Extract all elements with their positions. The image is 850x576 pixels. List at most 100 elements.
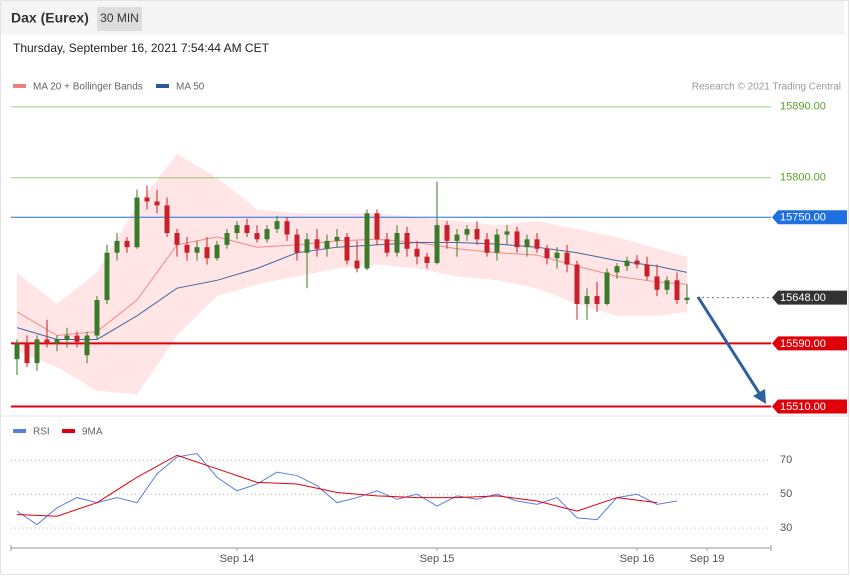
candle-body	[534, 239, 540, 249]
candle-body	[194, 247, 200, 253]
arrow-head	[753, 389, 766, 404]
candle-body	[554, 252, 560, 259]
candle-body	[364, 213, 370, 269]
candle-body	[584, 296, 590, 304]
candle-body	[104, 252, 110, 301]
candle-body	[94, 300, 100, 336]
candle-body	[674, 280, 680, 301]
level-tag	[772, 336, 847, 351]
candle-body	[354, 260, 360, 269]
candle-body	[34, 339, 40, 364]
level-label: 15510.00	[780, 401, 826, 413]
candle-body	[474, 229, 480, 240]
candle-body	[184, 244, 190, 253]
candle-body	[84, 335, 90, 356]
candle-body	[654, 276, 660, 290]
level-label: 15800.00	[780, 172, 826, 184]
bollinger-band	[17, 154, 687, 395]
legend-label: MA 20 + Bollinger Bands	[33, 82, 143, 93]
candle-body	[44, 339, 50, 344]
candle-body	[274, 221, 280, 230]
level-label: 15648.00	[780, 292, 826, 304]
timeframe[interactable]: 30 MIN	[100, 11, 139, 25]
x-tick-label: Sep 19	[690, 553, 725, 565]
candle-body	[384, 239, 390, 253]
candle-body	[504, 231, 510, 235]
candle-body	[164, 205, 170, 233]
legend-swatch	[13, 429, 26, 433]
x-tick-label: Sep 14	[220, 553, 255, 565]
candle-body	[74, 335, 80, 342]
candle-body	[64, 335, 70, 340]
candle-body	[254, 232, 260, 240]
legend-swatch	[62, 429, 75, 433]
candle-body	[634, 260, 640, 265]
candle-body	[134, 197, 140, 248]
ma-line	[16, 236, 688, 337]
candle-body	[14, 343, 20, 360]
candle-body	[54, 339, 60, 344]
candle-body	[684, 297, 690, 301]
level-tag	[772, 290, 847, 305]
candle-body	[394, 232, 400, 253]
source: Research © 2021 Trading Central	[692, 82, 841, 93]
legend-label: 9MA	[82, 427, 103, 438]
candle-body	[594, 296, 600, 304]
candle-body	[114, 240, 120, 253]
candle-body	[544, 248, 550, 259]
candle-body	[334, 236, 340, 241]
candle-body	[664, 280, 670, 290]
chart-title: Dax (Eurex)	[11, 10, 89, 26]
candle-body	[214, 244, 220, 259]
candle-body	[444, 225, 450, 241]
rsi-tick-label: 30	[780, 522, 792, 534]
candle-body	[204, 247, 210, 259]
level-tag	[772, 210, 847, 225]
legend-label: MA 50	[176, 82, 205, 93]
candle-body	[324, 240, 330, 249]
level-label: 15590.00	[780, 338, 826, 350]
legend-swatch	[13, 84, 26, 88]
candle-body	[564, 252, 570, 265]
candle-body	[614, 266, 620, 273]
candle-body	[284, 221, 290, 235]
candle-body	[224, 232, 230, 245]
candle-body	[494, 234, 500, 253]
candle-body	[304, 239, 310, 253]
legend-label: RSI	[33, 427, 50, 438]
candle-body	[244, 225, 250, 233]
candle-body	[154, 201, 160, 206]
candle-body	[414, 248, 420, 257]
candle-body	[454, 234, 460, 241]
candle-body	[644, 264, 650, 277]
candle-body	[374, 213, 380, 240]
rsi-tick-label: 50	[780, 488, 792, 500]
candle-body	[234, 225, 240, 233]
candle-body	[314, 239, 320, 249]
candle-body	[124, 240, 130, 248]
rsi-line	[16, 453, 678, 526]
candle-body	[604, 272, 610, 304]
candle-body	[434, 225, 440, 263]
candle-body	[264, 229, 270, 240]
candle-body	[404, 232, 410, 249]
candle-body	[464, 229, 470, 235]
candle-body	[514, 231, 520, 248]
candle-body	[344, 236, 350, 261]
level-tag	[772, 399, 847, 414]
rsi-line	[16, 454, 658, 517]
candle-body	[424, 256, 430, 263]
legend-swatch	[156, 84, 169, 88]
forecast-arrow	[696, 296, 763, 397]
candle-body	[484, 239, 490, 253]
candle-body	[294, 234, 300, 253]
candle-body	[624, 260, 630, 267]
candle-body	[174, 232, 180, 245]
x-tick-label: Sep 15	[420, 553, 455, 565]
candle-body	[144, 197, 150, 202]
timeframe-box[interactable]	[97, 7, 142, 31]
subtitle: Thursday, September 16, 2021 7:54:44 AM …	[13, 41, 270, 55]
candle-body	[524, 239, 530, 248]
x-tick-label: Sep 16	[620, 553, 655, 565]
candle-body	[574, 264, 580, 304]
